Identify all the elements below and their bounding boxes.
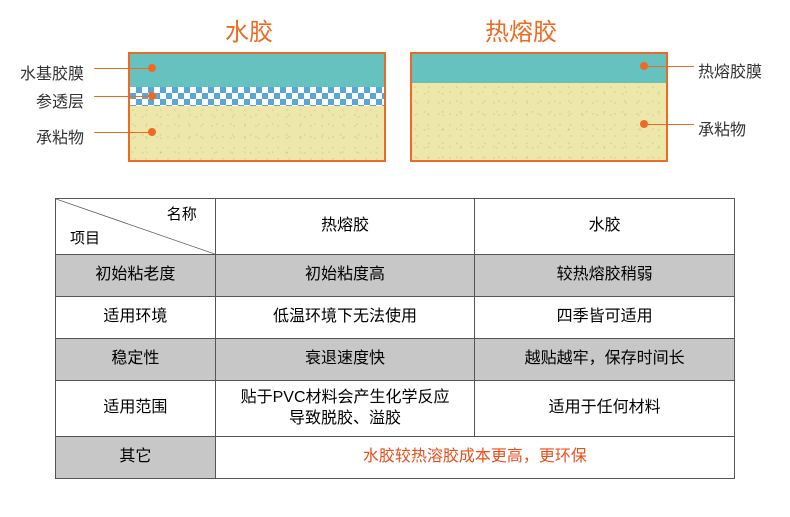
header-name: 名称 (167, 205, 197, 225)
leader-line (644, 66, 694, 67)
diagram-title: 热熔胶 (485, 12, 557, 47)
layer-band (130, 54, 384, 87)
leader-line (94, 68, 152, 69)
row-label: 适用环境 (56, 297, 216, 339)
row-label: 稳定性 (56, 339, 216, 381)
leader-line (94, 96, 152, 97)
layer-label: 水基胶膜 (20, 60, 84, 84)
row-cell: 衰退速度快 (215, 339, 475, 381)
row-label: 初始粘老度 (56, 255, 216, 297)
header-item: 项目 (70, 229, 100, 249)
row-cell: 较热熔胶稍弱 (475, 255, 735, 297)
comparison-table-host: 名称项目热熔胶水胶初始粘老度初始粘度高较热熔胶稍弱适用环境低温环境下无法使用四季… (0, 198, 790, 479)
layer-band (130, 106, 384, 160)
row-cell: 初始粘度高 (215, 255, 475, 297)
row-label: 适用范围 (56, 381, 216, 437)
layer-label: 参透层 (36, 88, 84, 112)
row-cell: 越贴越牢，保存时间长 (475, 339, 735, 381)
table-header-col: 水胶 (475, 199, 735, 255)
table-row: 适用环境低温环境下无法使用四季皆可适用 (56, 297, 735, 339)
table-header-col: 热熔胶 (215, 199, 475, 255)
row-cell: 适用于任何材料 (475, 381, 735, 437)
layer-label: 承粘物 (698, 116, 746, 140)
leader-dot (148, 92, 156, 100)
row-merged-cell: 水胶较热溶胶成本更高，更环保 (215, 437, 734, 479)
leader-dot (640, 120, 648, 128)
leader-dot (148, 128, 156, 136)
comparison-table: 名称项目热熔胶水胶初始粘老度初始粘度高较热熔胶稍弱适用环境低温环境下无法使用四季… (55, 198, 735, 479)
table-header-diag: 名称项目 (56, 199, 216, 255)
leader-dot (640, 62, 648, 70)
leader-line (644, 124, 694, 125)
leader-dot (148, 64, 156, 72)
diagram-area: 水胶水基胶膜参透层承粘物 热熔胶热熔胶膜承粘物 (0, 8, 790, 178)
layer-band (412, 54, 666, 83)
layer-box (128, 52, 386, 162)
layer-band (412, 83, 666, 160)
row-cell: 低温环境下无法使用 (215, 297, 475, 339)
table-row: 适用范围贴于PVC材料会产生化学反应导致脱胶、溢胶适用于任何材料 (56, 381, 735, 437)
leader-line (94, 132, 152, 133)
diagram-title: 水胶 (225, 12, 273, 47)
row-cell: 四季皆可适用 (475, 297, 735, 339)
layer-box (410, 52, 668, 162)
row-cell: 贴于PVC材料会产生化学反应导致脱胶、溢胶 (215, 381, 475, 437)
row-label: 其它 (56, 437, 216, 479)
table-row: 其它水胶较热溶胶成本更高，更环保 (56, 437, 735, 479)
layer-band (130, 87, 384, 106)
layer-label: 热熔胶膜 (698, 58, 762, 82)
table-row: 初始粘老度初始粘度高较热熔胶稍弱 (56, 255, 735, 297)
layer-label: 承粘物 (36, 124, 84, 148)
table-row: 稳定性衰退速度快越贴越牢，保存时间长 (56, 339, 735, 381)
